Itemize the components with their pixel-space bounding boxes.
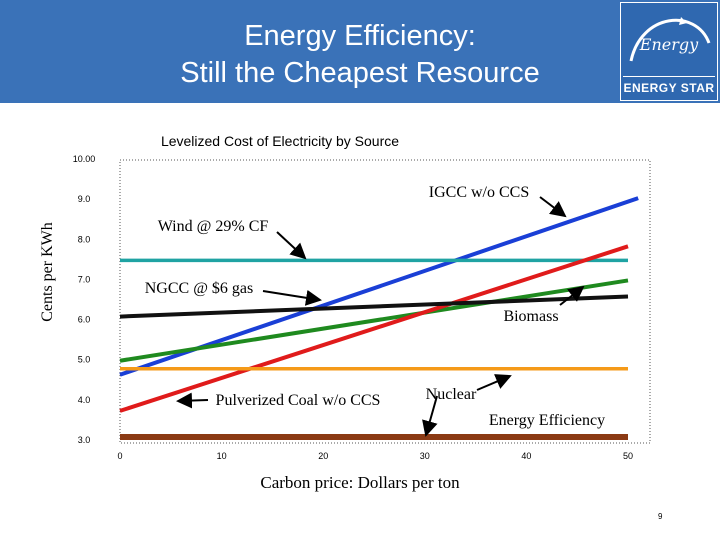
energy-star-bar (623, 76, 715, 99)
x-tick-label: 40 (521, 451, 531, 461)
series-line-ngcc-6-gas (119, 278, 629, 363)
page-number: 9 (658, 512, 663, 521)
chart-title: Levelized Cost of Electricity by Source (160, 133, 400, 149)
page-title-line-2: Still the Cheapest Resource (180, 57, 540, 89)
energy-star-arc-icon (629, 17, 711, 62)
series-line-pulverized-coal-w-o-ccs (119, 244, 629, 413)
y-tick-label: 4.0 (78, 395, 91, 405)
x-axis-label: Carbon price: Dollars per ton (260, 473, 460, 492)
x-tick-label: 10 (217, 451, 227, 461)
energy-star-script: Energy (639, 35, 699, 54)
annotation-arrow-energy-efficiency (422, 395, 438, 437)
series-line-biomass (119, 294, 629, 319)
header-banner: Energy Efficiency: Still the Cheapest Re… (0, 0, 720, 103)
annotation-wind-29-cf: Wind @ 29% CF (158, 218, 269, 235)
annotation-nuclear: Nuclear (426, 386, 477, 403)
energy-star-logo: Energy ENERGY STAR (620, 2, 718, 101)
annotation-arrow-nuclear (476, 374, 512, 391)
annotation-pulverized-coal-w-o-ccs: Pulverized Coal w/o CCS (216, 392, 381, 409)
annotation-arrow-wind-29-cf (276, 231, 307, 260)
energy-star-name: ENERGY STAR (623, 81, 715, 95)
y-tick-label: 7.0 (78, 274, 91, 284)
y-tick-label: 8.0 (78, 234, 91, 244)
y-tick-label: 3.0 (78, 435, 91, 445)
y-tick-label: 10.00 (73, 154, 96, 164)
y-tick-label: 9.0 (78, 194, 91, 204)
annotation-energy-efficiency: Energy Efficiency (489, 412, 605, 429)
annotation-ngcc-6-gas: NGCC @ $6 gas (145, 280, 254, 297)
x-tick-label: 20 (318, 451, 328, 461)
y-tick-label: 6.0 (78, 315, 91, 325)
x-tick-label: 50 (623, 451, 633, 461)
x-tick-label: 0 (117, 451, 122, 461)
page-title-line-1: Energy Efficiency: (244, 20, 476, 52)
annotation-arrow-ngcc-6-gas (262, 289, 322, 306)
annotation-arrow-pulverized-coal-w-o-ccs (176, 392, 209, 409)
annotation-biomass: Biomass (503, 308, 558, 325)
x-tick-label: 30 (420, 451, 430, 461)
y-tick-label: 5.0 (78, 355, 91, 365)
annotation-igcc-w-o-ccs: IGCC w/o CCS (429, 184, 529, 201)
annotation-arrow-biomass (559, 285, 585, 306)
annotation-arrow-igcc-w-o-ccs (539, 196, 567, 218)
